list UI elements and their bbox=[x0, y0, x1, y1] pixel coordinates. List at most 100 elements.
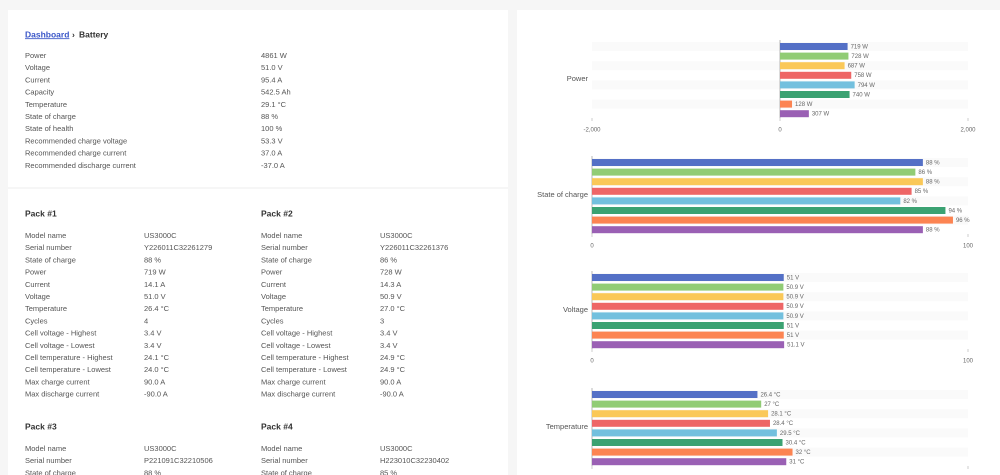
bar bbox=[592, 178, 923, 186]
pack-value: 90.0 A bbox=[380, 377, 401, 386]
row-band bbox=[592, 390, 968, 399]
bar bbox=[592, 293, 784, 301]
value-label: 728 W bbox=[851, 54, 869, 60]
bar bbox=[592, 419, 770, 427]
pack-value: 3.4 V bbox=[144, 341, 162, 350]
value-label: 85 % bbox=[915, 189, 929, 195]
pack-label: Cell voltage - Lowest bbox=[261, 341, 332, 350]
pack-label: Current bbox=[25, 280, 51, 289]
pack-value: US3000C bbox=[380, 444, 413, 453]
pack-value: 3.4 V bbox=[380, 341, 398, 350]
summary-value: 53.3 V bbox=[261, 136, 283, 145]
breadcrumb-link[interactable]: Dashboard bbox=[25, 29, 69, 39]
bar bbox=[592, 391, 758, 398]
breadcrumb-current: Battery bbox=[79, 29, 109, 39]
pack-value: 26.4 °C bbox=[144, 304, 170, 313]
row-band bbox=[592, 409, 968, 419]
x-tick-label: -2,000 bbox=[583, 128, 601, 134]
value-label: 88 % bbox=[926, 180, 940, 186]
pack-label: Cell temperature - Highest bbox=[261, 353, 349, 362]
value-label: 51.1 V bbox=[787, 343, 804, 349]
bar bbox=[592, 283, 784, 291]
bar bbox=[780, 43, 848, 50]
pack-label: Cell temperature - Highest bbox=[25, 353, 113, 362]
summary-value: 542.5 Ah bbox=[261, 88, 291, 97]
value-label: 29.5 °C bbox=[780, 431, 801, 437]
pack-value: 88 % bbox=[144, 468, 161, 475]
bar bbox=[780, 62, 845, 70]
summary-label: Temperature bbox=[25, 100, 67, 109]
summary-label: Power bbox=[25, 51, 47, 60]
pack-label: Model name bbox=[25, 444, 66, 453]
pack-title: Pack #4 bbox=[261, 421, 293, 431]
value-label: 88 % bbox=[926, 228, 940, 234]
category-label: Power bbox=[567, 74, 589, 83]
value-label: 51 V bbox=[787, 275, 799, 281]
bar bbox=[592, 168, 916, 176]
pack-value: 24.9 °C bbox=[380, 353, 406, 362]
bar bbox=[592, 302, 784, 310]
bar bbox=[592, 331, 784, 339]
bar bbox=[592, 410, 769, 418]
x-tick-label: 0 bbox=[778, 128, 782, 134]
value-label: 27 °C bbox=[764, 402, 780, 408]
pack-label: Power bbox=[25, 268, 47, 277]
bar bbox=[592, 187, 912, 195]
x-tick-label: 2,000 bbox=[960, 128, 976, 134]
pack-label: Serial number bbox=[25, 243, 72, 252]
pack-label: Max discharge current bbox=[261, 390, 336, 399]
pack-label: Cell temperature - Lowest bbox=[25, 365, 112, 374]
row-band bbox=[592, 418, 968, 428]
pack-value: 24.0 °C bbox=[144, 365, 170, 374]
breadcrumb-separator: › bbox=[72, 29, 75, 39]
pack-value: 3 bbox=[380, 316, 384, 325]
bar bbox=[780, 52, 849, 60]
pack-value: 88 % bbox=[144, 255, 161, 264]
bar bbox=[780, 81, 855, 89]
value-label: 51 V bbox=[787, 323, 799, 329]
summary-label: Capacity bbox=[25, 88, 54, 97]
value-label: 794 W bbox=[858, 83, 876, 89]
pack-value: 24.9 °C bbox=[380, 365, 406, 374]
pack-value: 27.0 °C bbox=[380, 304, 406, 313]
pack-label: Cell voltage - Lowest bbox=[25, 341, 96, 350]
row-band bbox=[592, 399, 968, 409]
value-label: 687 W bbox=[848, 64, 866, 70]
pack-value: Y226011C32261376 bbox=[380, 243, 448, 252]
value-label: 32 °C bbox=[796, 450, 812, 456]
pack-label: Max discharge current bbox=[25, 390, 100, 399]
value-label: 28.1 °C bbox=[771, 412, 792, 418]
pack-label: Max charge current bbox=[25, 377, 91, 386]
bar bbox=[592, 439, 783, 446]
pack-label: State of charge bbox=[261, 468, 312, 475]
value-label: 50.9 V bbox=[786, 314, 803, 320]
category-label: State of charge bbox=[537, 190, 588, 199]
pack-value: P221091C32210506 bbox=[144, 456, 213, 465]
value-label: 719 W bbox=[851, 44, 869, 50]
summary-value: 29.1 °C bbox=[261, 100, 287, 109]
pack-value: 3.4 V bbox=[144, 329, 162, 338]
bar bbox=[592, 312, 784, 320]
summary-label: State of health bbox=[25, 124, 73, 133]
pack-label: Cycles bbox=[261, 316, 284, 325]
pack-value: 4 bbox=[144, 316, 148, 325]
bar bbox=[592, 197, 901, 205]
summary-value: 88 % bbox=[261, 112, 278, 121]
bar bbox=[592, 400, 762, 408]
row-band bbox=[592, 428, 968, 438]
pack-label: Voltage bbox=[261, 292, 286, 301]
bar bbox=[780, 110, 809, 118]
pack-label: Temperature bbox=[261, 304, 303, 313]
bar bbox=[592, 429, 777, 437]
pack-label: Power bbox=[261, 268, 283, 277]
value-label: 28.4 °C bbox=[773, 421, 794, 427]
bar bbox=[592, 216, 953, 224]
pack-value: 86 % bbox=[380, 255, 397, 264]
x-tick-label: 0 bbox=[590, 244, 594, 250]
summary-label: Recommended discharge current bbox=[25, 161, 137, 170]
pack-label: Cycles bbox=[25, 316, 48, 325]
summary-value: 4861 W bbox=[261, 51, 288, 60]
pack-value: 50.9 V bbox=[380, 292, 402, 301]
